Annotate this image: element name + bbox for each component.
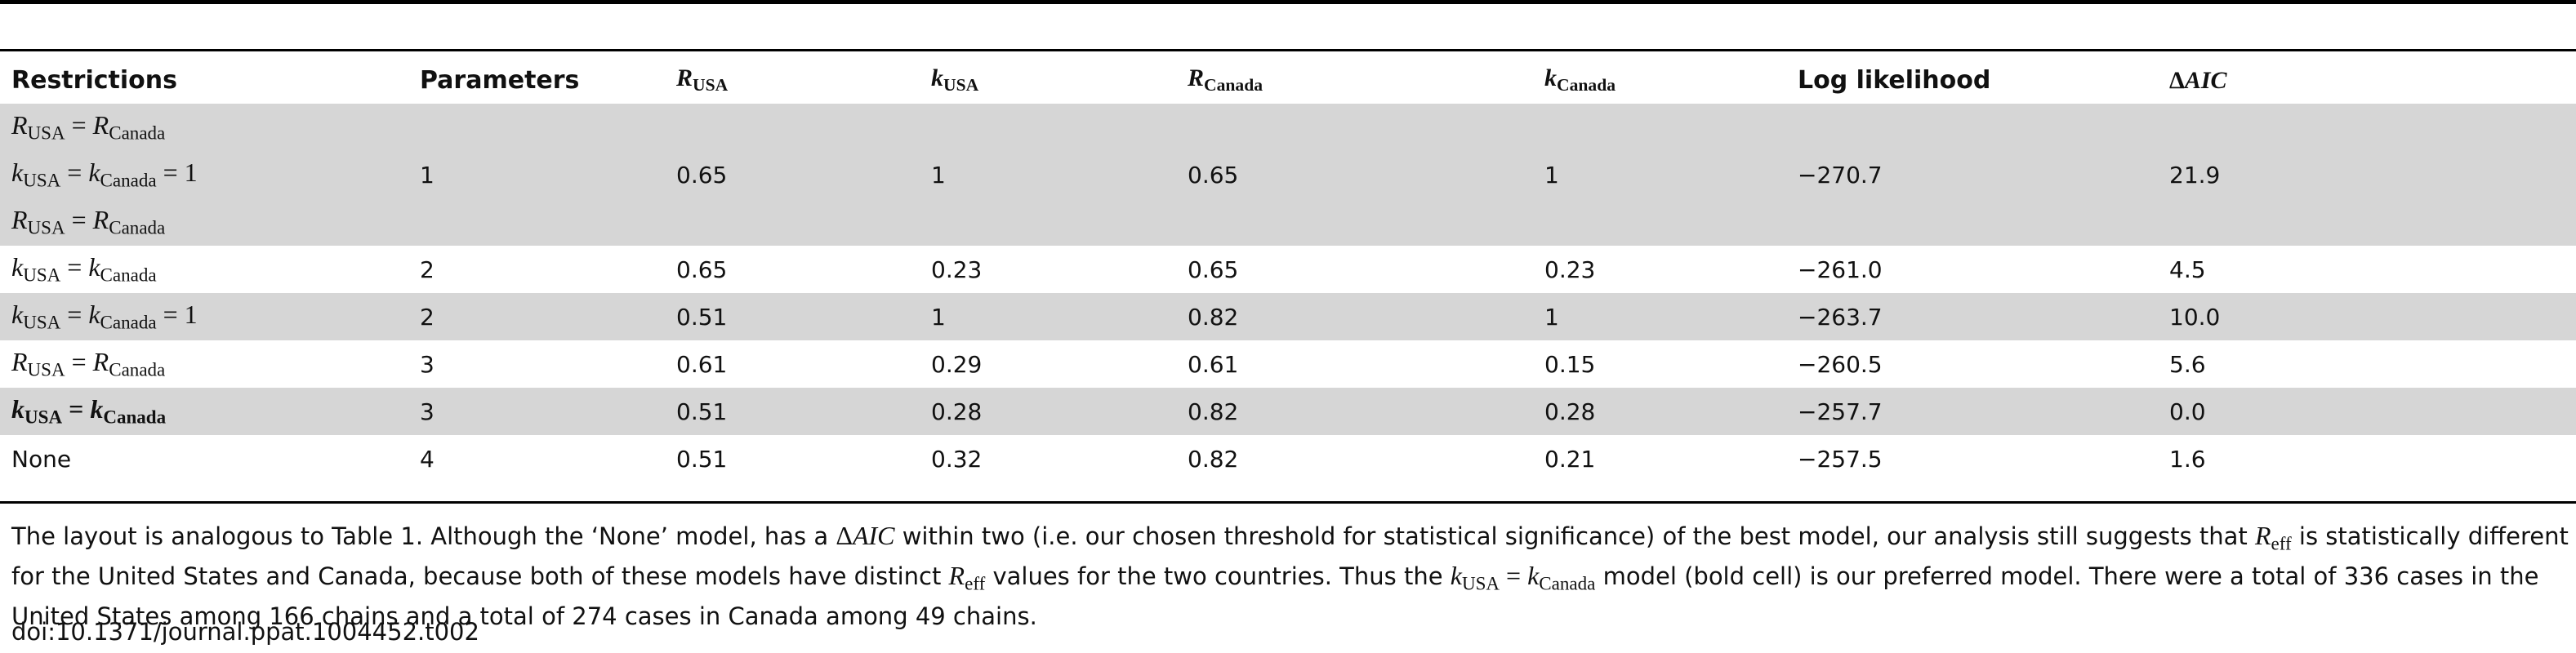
r-canada-cell: 0.65 <box>1176 151 1533 198</box>
header-log-likelihood: Log likelihood <box>1798 66 1991 95</box>
r-usa-cell: 0.65 <box>676 255 728 283</box>
restriction-cell: RUSA = RCanada <box>11 347 166 380</box>
restriction-cell: RUSA = RCanada <box>0 104 408 151</box>
parameters-cell: 2 <box>408 293 665 340</box>
delta-aic-cell: 5.6 <box>2169 350 2206 378</box>
table-caption: The layout is analogous to Table 1. Alth… <box>11 521 2569 630</box>
delta-aic-cell <box>2158 104 2576 151</box>
table-bottom-rule <box>0 501 2576 504</box>
r-usa-cell: 0.51 <box>665 388 920 435</box>
k-canada-cell: 1 <box>1533 151 1786 198</box>
log-likelihood-cell: −261.0 <box>1798 255 1883 283</box>
k-usa-cell: 0.23 <box>931 255 983 283</box>
r-usa-cell: 0.65 <box>665 151 920 198</box>
r-canada-cell: 0.82 <box>1176 388 1533 435</box>
log-likelihood-cell: −260.5 <box>1798 350 1883 378</box>
r-usa-cell: 0.61 <box>676 350 728 378</box>
k-canada-cell <box>1533 198 1786 246</box>
table-row: RUSA = RCanada 3 0.61 0.29 0.61 0.15 −26… <box>0 340 2576 388</box>
parameters-cell: 1 <box>408 151 665 198</box>
header-delta-aic: ΔAIC <box>2169 66 2227 94</box>
delta-aic-cell: 10.0 <box>2158 293 2576 340</box>
restriction-cell: RUSA = RCanada <box>0 198 408 246</box>
parameters-cell <box>408 104 665 151</box>
table-row: kUSA = kCanada 2 0.65 0.23 0.65 0.23 −26… <box>0 246 2576 293</box>
restriction-cell: None <box>11 445 72 473</box>
restriction-cell: kUSA = kCanada = 1 <box>0 151 408 198</box>
k-usa-cell: 1 <box>920 293 1176 340</box>
k-canada-cell: 0.21 <box>1544 445 1596 473</box>
top-border <box>0 0 2576 4</box>
k-canada-cell: 0.28 <box>1533 388 1786 435</box>
restriction-cell: kUSA = kCanada <box>0 388 408 435</box>
doi-link[interactable]: doi:10.1371/journal.ppat.1004452.t002 <box>11 618 479 646</box>
log-likelihood-cell: −257.7 <box>1786 388 2158 435</box>
delta-aic-cell <box>2158 198 2576 246</box>
r-canada-cell <box>1176 104 1533 151</box>
r-canada-cell: 0.82 <box>1188 445 1239 473</box>
r-usa-cell: 0.51 <box>676 445 728 473</box>
table-row: RUSA = RCanada <box>0 104 2576 151</box>
parameters-cell: 3 <box>408 388 665 435</box>
k-usa-cell: 1 <box>920 151 1176 198</box>
k-canada-cell <box>1533 104 1786 151</box>
header-r-canada: RCanada <box>1188 64 1263 96</box>
k-usa-cell: 0.29 <box>931 350 983 378</box>
table-top-rule <box>0 49 2576 51</box>
r-usa-cell <box>665 104 920 151</box>
restriction-cell: kUSA = kCanada <box>11 252 157 286</box>
log-likelihood-cell <box>1786 198 2158 246</box>
delta-aic-cell: 21.9 <box>2158 151 2576 198</box>
table-row: RUSA = RCanada <box>0 198 2576 246</box>
k-usa-cell <box>920 104 1176 151</box>
header-r-usa: RUSA <box>676 64 729 96</box>
delta-aic-cell: 4.5 <box>2169 255 2206 283</box>
header-restrictions: Restrictions <box>11 66 177 95</box>
k-canada-cell: 0.15 <box>1544 350 1596 378</box>
log-likelihood-cell <box>1786 104 2158 151</box>
parameters-cell <box>408 198 665 246</box>
log-likelihood-cell: −257.5 <box>1798 445 1883 473</box>
r-canada-cell: 0.82 <box>1176 293 1533 340</box>
restriction-cell: kUSA = kCanada = 1 <box>0 293 408 340</box>
k-usa-cell <box>920 198 1176 246</box>
r-canada-cell: 0.65 <box>1188 255 1239 283</box>
table-row: kUSA = kCanada = 1 2 0.51 1 0.82 1 −263.… <box>0 293 2576 340</box>
parameters-cell: 2 <box>420 255 435 283</box>
header-parameters: Parameters <box>420 66 580 95</box>
k-canada-cell: 1 <box>1533 293 1786 340</box>
header-row: Restrictions Parameters RUSA kUSA RCanad… <box>0 57 2576 104</box>
log-likelihood-cell: −270.7 <box>1786 151 2158 198</box>
r-canada-cell: 0.61 <box>1188 350 1239 378</box>
k-canada-cell: 0.23 <box>1544 255 1596 283</box>
table-row: None 4 0.51 0.32 0.82 0.21 −257.5 1.6 <box>0 435 2576 482</box>
header-k-canada: kCanada <box>1544 64 1616 96</box>
r-canada-cell <box>1176 198 1533 246</box>
parameters-cell: 3 <box>420 350 435 378</box>
parameters-cell: 4 <box>420 445 435 473</box>
r-usa-cell <box>665 198 920 246</box>
delta-aic-cell: 1.6 <box>2169 445 2206 473</box>
table-row-preferred: kUSA = kCanada 3 0.51 0.28 0.82 0.28 −25… <box>0 388 2576 435</box>
k-usa-cell: 0.32 <box>931 445 983 473</box>
k-usa-cell: 0.28 <box>920 388 1176 435</box>
table-row: kUSA = kCanada = 1 1 0.65 1 0.65 1 −270.… <box>0 151 2576 198</box>
header-k-usa: kUSA <box>931 64 979 96</box>
delta-aic-cell: 0.0 <box>2158 388 2576 435</box>
r-usa-cell: 0.51 <box>665 293 920 340</box>
results-table: Restrictions Parameters RUSA kUSA RCanad… <box>0 57 2576 482</box>
log-likelihood-cell: −263.7 <box>1786 293 2158 340</box>
